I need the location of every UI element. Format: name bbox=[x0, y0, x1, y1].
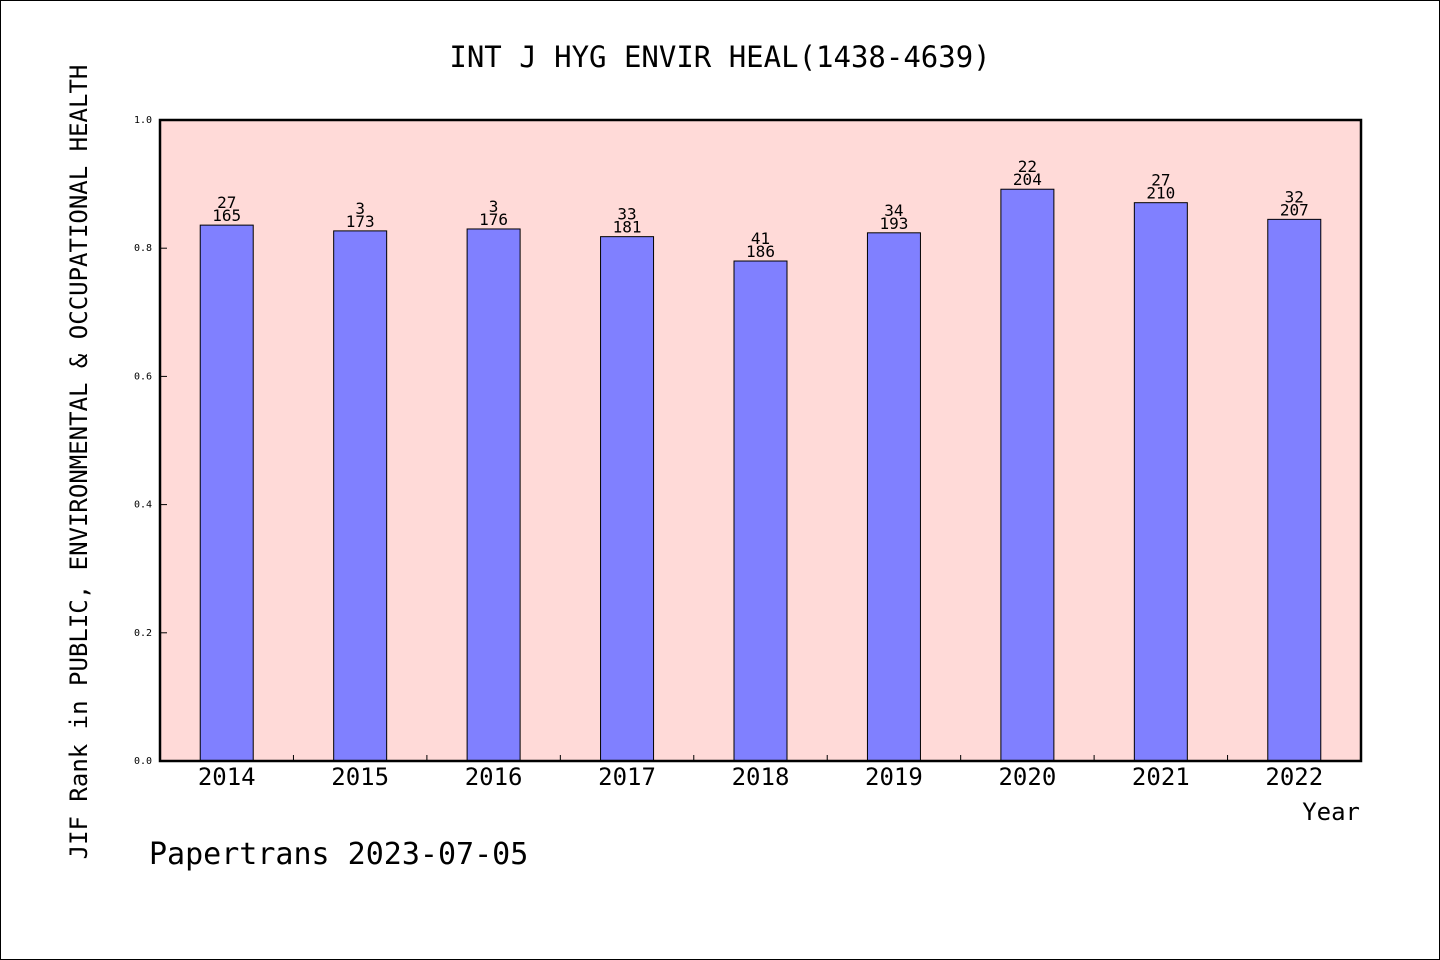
x-tick-label-2018: 2018 bbox=[732, 763, 790, 791]
bar-2017 bbox=[600, 236, 655, 762]
bar-2020 bbox=[1000, 188, 1055, 762]
bar-rank-label-2020: 22 bbox=[1018, 157, 1037, 176]
x-tick-label-2015: 2015 bbox=[331, 763, 389, 791]
bar-total-label-2015: 173 bbox=[346, 212, 375, 231]
bar-total-label-2016: 176 bbox=[479, 210, 508, 229]
bar-2016 bbox=[466, 228, 521, 762]
y-axis-label: JIF Rank in PUBLIC, ENVIRONMENTAL & OCCU… bbox=[65, 65, 93, 860]
x-tick-label-2014: 2014 bbox=[198, 763, 256, 791]
bar-rank-label-2017: 33 bbox=[617, 205, 636, 224]
x-axis-label: Year bbox=[1302, 798, 1360, 826]
y-tick-label-0.2: 0.2 bbox=[134, 628, 152, 639]
bar-rank-label-2019: 34 bbox=[884, 201, 903, 220]
bar-rank-label-2015: 3 bbox=[355, 199, 365, 218]
bar-2021 bbox=[1133, 202, 1188, 762]
bar-rank-label-2018: 41 bbox=[751, 229, 770, 248]
x-tick-label-2021: 2021 bbox=[1132, 763, 1190, 791]
x-tick-label-2016: 2016 bbox=[465, 763, 523, 791]
bar-total-label-2018: 186 bbox=[746, 242, 775, 261]
x-tick-label-2019: 2019 bbox=[865, 763, 923, 791]
bar-total-label-2022: 207 bbox=[1280, 200, 1309, 219]
bar-rank-label-2022: 32 bbox=[1285, 187, 1304, 206]
x-ticks-group: 2014 2015 2016 2017 2018 2019 2020 2021 2022 bbox=[198, 755, 1323, 791]
bar-rank-label-2021: 27 bbox=[1151, 171, 1170, 190]
y-tick-label-0.4: 0.4 bbox=[134, 500, 152, 511]
y-tick-label-0.8: 0.8 bbox=[134, 243, 152, 254]
y-tick-label-0.0: 0.0 bbox=[134, 756, 152, 767]
footer-text: Papertrans 2023-07-05 bbox=[149, 837, 528, 872]
y-tick-label-0.6: 0.6 bbox=[134, 371, 152, 382]
bar-2019 bbox=[866, 232, 921, 762]
bar-rank-label-2016: 3 bbox=[489, 197, 499, 216]
bar-2018 bbox=[733, 260, 788, 762]
bar-2022 bbox=[1267, 218, 1322, 762]
bar-2015 bbox=[333, 230, 388, 762]
y-tick-label-1.0: 1.0 bbox=[134, 115, 152, 126]
bar-total-label-2017: 181 bbox=[613, 218, 642, 237]
x-tick-label-2022: 2022 bbox=[1265, 763, 1323, 791]
bar-total-label-2021: 210 bbox=[1146, 184, 1175, 203]
x-tick-label-2017: 2017 bbox=[598, 763, 656, 791]
bar-total-label-2014: 165 bbox=[212, 206, 241, 225]
bar-total-label-2019: 193 bbox=[879, 214, 908, 233]
bar-total-label-2020: 204 bbox=[1013, 170, 1042, 189]
x-tick-label-2020: 2020 bbox=[998, 763, 1056, 791]
plot-border bbox=[158, 118, 1363, 763]
chart-title: INT J HYG ENVIR HEAL(1438-4639) bbox=[449, 40, 990, 74]
bar-2014 bbox=[199, 224, 254, 762]
bars-group bbox=[199, 188, 1322, 762]
bar-rank-label-2014: 27 bbox=[217, 193, 236, 212]
